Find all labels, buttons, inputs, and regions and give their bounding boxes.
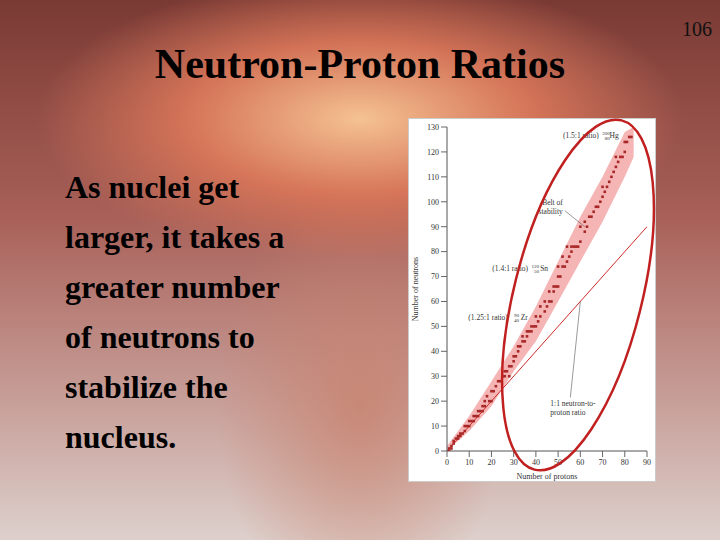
svg-text:(1.5:1 ratio): (1.5:1 ratio) (563, 131, 599, 140)
html-text:of neutrons to: of neutrons to (65, 319, 255, 355)
svg-text:60: 60 (431, 297, 439, 306)
svg-text:200: 200 (602, 130, 610, 136)
html-text:stabilize the: stabilize the (65, 369, 228, 405)
svg-text:80: 80 (431, 247, 439, 256)
svg-text:1:1 neutron-to-: 1:1 neutron-to- (550, 399, 596, 408)
svg-text:110: 110 (427, 173, 439, 182)
html-text:As nuclei get: As nuclei get (65, 169, 240, 205)
svg-text:Sn: Sn (540, 264, 548, 273)
svg-text:80: 80 (605, 136, 611, 141)
svg-text:10: 10 (431, 422, 439, 431)
svg-text:(1.25:1 ratio): (1.25:1 ratio) (468, 313, 508, 322)
svg-text:30: 30 (510, 458, 518, 467)
svg-text:90: 90 (643, 458, 651, 467)
svg-text:Hg: Hg (610, 131, 619, 140)
svg-text:Zr: Zr (521, 313, 529, 322)
svg-text:120: 120 (531, 263, 540, 269)
html-text:nucleus.: nucleus. (65, 419, 177, 455)
svg-text:0: 0 (445, 458, 449, 467)
html-text:greater number: greater number (65, 269, 280, 305)
svg-text:90: 90 (431, 223, 439, 232)
svg-text:40: 40 (532, 458, 540, 467)
html-text:106: 106 (682, 18, 712, 40)
svg-text:Number of protons: Number of protons (517, 472, 578, 481)
svg-text:100: 100 (427, 198, 439, 207)
svg-text:50: 50 (554, 458, 562, 467)
svg-text:40: 40 (431, 347, 439, 356)
svg-text:stability: stability (539, 207, 563, 216)
svg-text:proton ratio: proton ratio (550, 408, 585, 417)
svg-text:130: 130 (427, 123, 439, 132)
svg-text:Belt of: Belt of (542, 198, 563, 207)
svg-text:120: 120 (427, 148, 439, 157)
svg-text:70: 70 (431, 272, 439, 281)
svg-text:Number of neutrons: Number of neutrons (411, 257, 420, 321)
html-text:larger, it takes a: larger, it takes a (65, 219, 285, 255)
svg-text:30: 30 (431, 372, 439, 381)
svg-text:60: 60 (576, 458, 584, 467)
svg-text:40: 40 (514, 318, 520, 323)
svg-text:(1.4:1 ratio): (1.4:1 ratio) (492, 264, 528, 273)
svg-text:50: 50 (534, 269, 540, 274)
html-text:Neutron-Proton Ratios: Neutron-Proton Ratios (154, 41, 566, 87)
svg-text:80: 80 (621, 458, 629, 467)
svg-text:20: 20 (431, 397, 439, 406)
svg-text:20: 20 (487, 458, 495, 467)
svg-text:50: 50 (431, 322, 439, 331)
svg-text:70: 70 (599, 458, 607, 467)
svg-text:90: 90 (513, 313, 519, 319)
svg-text:10: 10 (465, 458, 473, 467)
svg-text:0: 0 (435, 447, 439, 456)
